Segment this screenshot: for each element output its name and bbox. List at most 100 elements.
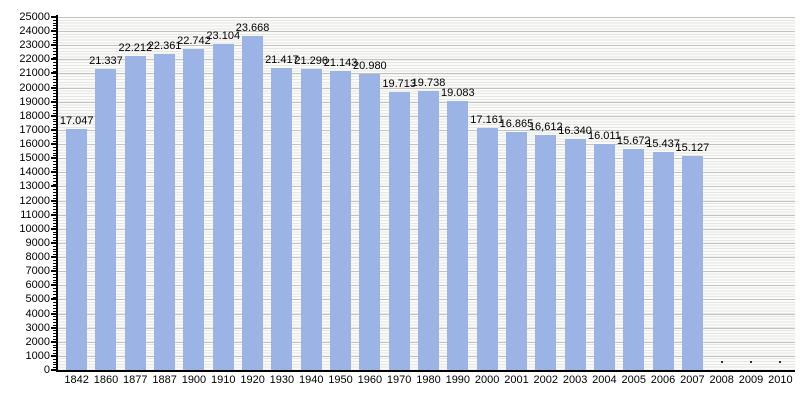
y-axis-minor-tick [53, 251, 56, 252]
bar [212, 43, 234, 370]
bar-value-label: 15.437 [646, 138, 680, 151]
y-axis-minor-tick [53, 119, 56, 120]
y-axis-tick-label: 19000 [19, 95, 50, 108]
y-axis-minor-tick [53, 79, 56, 80]
bar-value-label: 21.143 [323, 57, 358, 70]
y-axis-minor-tick [53, 20, 56, 21]
x-axis-label: 2006 [650, 374, 676, 386]
y-axis-minor-tick [53, 90, 56, 91]
y-axis-minor-tick [53, 209, 56, 210]
y-axis-tick-label: 7000 [25, 265, 50, 278]
y-axis-minor-tick [53, 263, 56, 264]
y-axis-minor-tick [53, 150, 56, 151]
y-axis-minor-tick [53, 249, 56, 250]
y-axis-major-tick [51, 30, 56, 33]
bar [476, 127, 498, 370]
y-axis-minor-tick [53, 155, 56, 156]
gridline-major [58, 31, 795, 32]
y-axis-minor-tick [53, 110, 56, 111]
bar [593, 143, 615, 370]
y-axis-tick-label: 23000 [19, 39, 50, 52]
gridline-major [58, 17, 795, 18]
y-axis-minor-tick [53, 23, 56, 24]
x-axis-label: 2003 [562, 374, 588, 386]
bar [652, 152, 674, 370]
y-axis-minor-tick [53, 319, 56, 320]
x-axis-label: 1970 [386, 374, 412, 386]
bar-value-label: 15.127 [675, 142, 710, 155]
x-axis-label: 1960 [357, 374, 383, 386]
y-axis-minor-tick [53, 37, 56, 38]
x-axis-label: 1930 [269, 374, 295, 386]
bar-value-label: 22.742 [177, 34, 211, 47]
y-axis-tick-label: 6000 [25, 279, 50, 292]
bar [564, 139, 586, 370]
y-axis-major-tick [51, 114, 56, 117]
x-axis-label: 2007 [680, 374, 705, 386]
y-axis-minor-tick [53, 82, 56, 83]
y-axis-minor-tick [53, 260, 56, 261]
bar-value-label: 21.337 [89, 54, 123, 67]
y-axis-minor-tick [53, 240, 56, 241]
y-axis-minor-tick [53, 311, 56, 312]
bar [271, 67, 293, 370]
bar [95, 68, 117, 370]
x-axis-label: 2002 [533, 374, 559, 386]
y-axis-minor-tick [53, 234, 56, 235]
bar-value-label: 19.738 [411, 77, 446, 90]
y-axis-tick-label: 15000 [19, 152, 50, 165]
missing-data-dot [779, 361, 782, 363]
y-axis-minor-tick [53, 93, 56, 94]
bar-value-label: 16.340 [558, 125, 592, 138]
gridline-major [58, 45, 795, 46]
y-axis-minor-tick [53, 161, 56, 162]
y-axis-minor-tick [53, 220, 56, 221]
y-axis-minor-tick [53, 237, 56, 238]
y-axis-tick-label: 10000 [19, 222, 50, 235]
y-axis-major-tick [51, 213, 56, 216]
y-axis-major-tick [51, 44, 56, 47]
y-axis-minor-tick [53, 305, 56, 306]
y-axis-major-tick [51, 298, 56, 301]
y-axis-minor-tick [53, 181, 56, 182]
x-axis-label: 1860 [93, 374, 119, 386]
y-axis-minor-tick [53, 96, 56, 97]
bar [681, 156, 703, 370]
y-axis-major-tick [51, 185, 56, 188]
y-axis-minor-tick [53, 274, 56, 275]
y-axis-minor-tick [53, 65, 56, 66]
y-axis-tick-label: 3000 [25, 321, 50, 334]
y-axis-minor-tick [53, 353, 56, 354]
missing-data-dot [720, 361, 723, 363]
bar [300, 69, 322, 370]
y-axis-line [56, 15, 58, 372]
y-axis-tick-label: 17000 [19, 123, 50, 136]
gridline-major [58, 59, 795, 60]
y-axis-major-tick [51, 354, 56, 357]
bar [183, 48, 205, 370]
x-axis-line [56, 370, 795, 372]
y-axis-tick-label: 16000 [19, 138, 50, 151]
bar-value-label: 15.672 [616, 134, 651, 147]
gridline-major [58, 88, 795, 89]
y-axis-minor-tick [53, 223, 56, 224]
y-axis-tick-label: 20000 [19, 81, 50, 94]
x-axis-label: 2008 [709, 374, 734, 386]
y-axis-minor-tick [53, 141, 56, 142]
y-axis-minor-tick [53, 212, 56, 213]
y-axis-minor-tick [53, 347, 56, 348]
y-axis-minor-tick [53, 40, 56, 41]
y-axis-major-tick [51, 199, 56, 202]
bar [623, 148, 645, 370]
y-axis-minor-tick [53, 28, 56, 29]
bar [66, 129, 88, 370]
y-axis-minor-tick [53, 68, 56, 69]
missing-data-dot [750, 361, 753, 363]
x-axis-label: 2001 [504, 374, 529, 386]
y-axis-minor-tick [53, 232, 56, 233]
y-axis-major-tick [51, 256, 56, 259]
y-axis-minor-tick [53, 218, 56, 219]
y-axis-major-tick [51, 270, 56, 273]
y-axis-minor-tick [53, 167, 56, 168]
